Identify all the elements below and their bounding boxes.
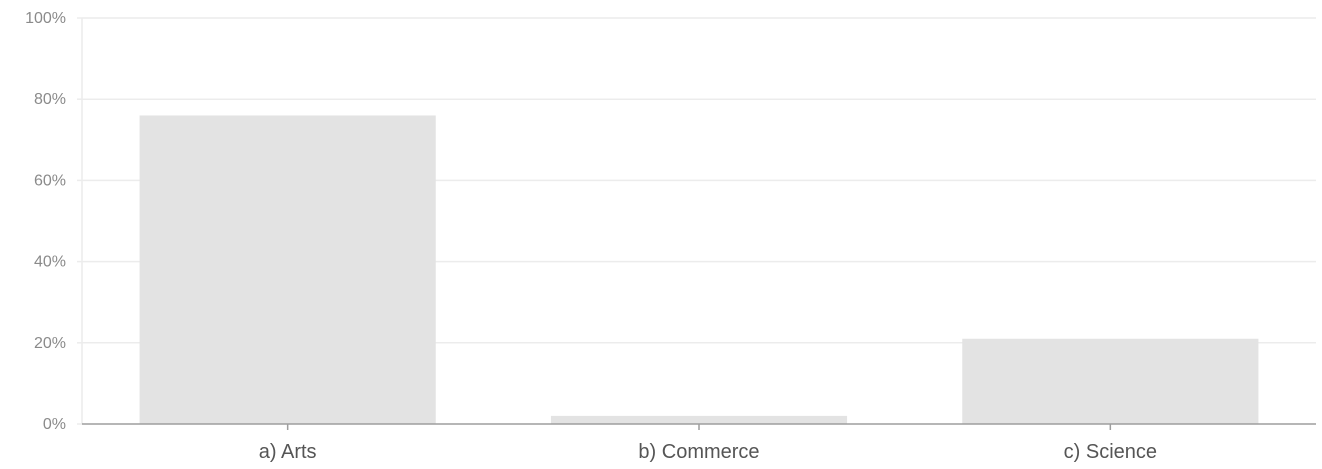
y-tick-label: 60% [34,172,66,189]
x-tick-label: c) Science [1064,441,1157,463]
y-tick-label: 80% [34,91,66,108]
x-tick-labels: a) Arts b) Commerce c) Science [259,424,1157,463]
x-tick-label: b) Commerce [638,441,759,463]
y-tick-labels: 0% 20% 40% 60% 80% 100% [25,10,66,433]
x-tick-label: a) Arts [259,441,317,463]
bar[interactable] [962,338,1259,424]
bars [139,115,1259,424]
bar[interactable] [550,415,848,424]
y-tick-label: 40% [34,254,66,271]
y-tick-label: 0% [43,416,66,433]
bar[interactable] [139,115,436,424]
y-tick-label: 100% [25,10,66,27]
y-tick-label: 20% [34,335,66,352]
